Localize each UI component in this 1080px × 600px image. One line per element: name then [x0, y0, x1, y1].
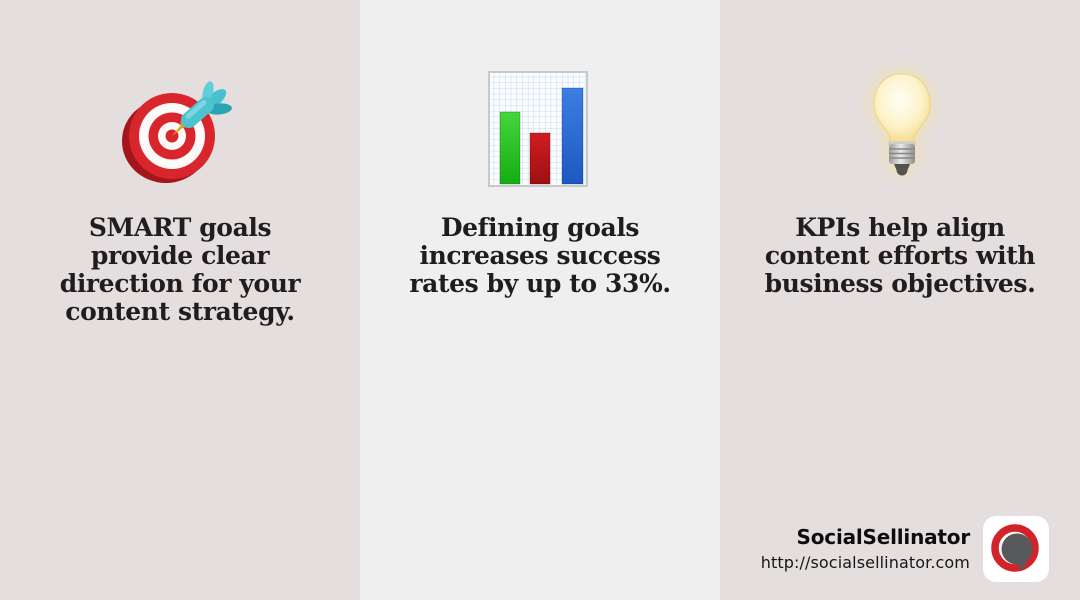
caption-line: increases success [419, 241, 661, 270]
caption-line: KPIs help align [795, 213, 1005, 242]
caption-line: Defining goals [440, 213, 640, 242]
brand-url: http://socialsellinator.com [760, 553, 970, 572]
caption-line: direction for your [59, 269, 301, 298]
caption-smart-goals: SMART goals provide clear direction for … [0, 214, 360, 326]
bar-chart-icon [488, 71, 588, 187]
caption-line: business objectives. [764, 269, 1036, 298]
caption-line: SMART goals [88, 213, 272, 242]
lightbulb-icon [870, 72, 934, 186]
brand-name: SocialSellinator [796, 525, 971, 549]
caption-line: rates by up to 33%. [409, 269, 671, 298]
caption-line: content strategy. [65, 297, 295, 326]
panel-kpis: KPIs help align content efforts with bus… [720, 0, 1080, 600]
panel-defining-goals: Defining goals increases success rates b… [360, 0, 720, 600]
footer-brand-block: SocialSellinator http://socialsellinator… [761, 516, 1049, 582]
caption-line: provide clear [90, 241, 270, 270]
caption-kpis: KPIs help align content efforts with bus… [720, 214, 1080, 298]
caption-line: content efforts with [764, 241, 1036, 270]
footer-text: SocialSellinator http://socialsellinator… [761, 526, 970, 572]
caption-defining-goals: Defining goals increases success rates b… [360, 214, 720, 298]
socialsellinator-logo-icon [983, 516, 1049, 582]
panel-smart-goals: SMART goals provide clear direction for … [0, 0, 360, 600]
target-dart-icon [114, 78, 238, 190]
